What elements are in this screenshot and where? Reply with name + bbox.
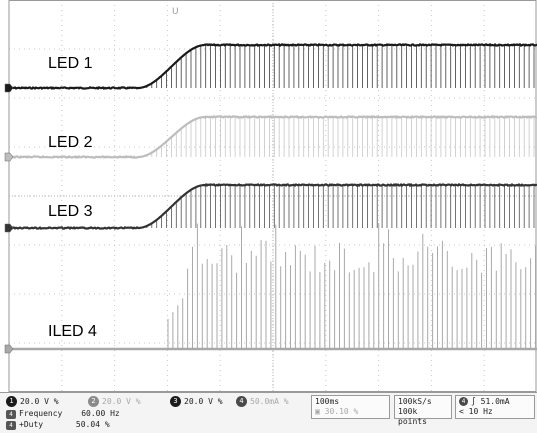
ground-marker-ch2 xyxy=(4,152,14,162)
ground-marker-ch3 xyxy=(4,223,14,233)
measurement-value: 60.00 Hz xyxy=(81,409,120,418)
timebase-readout[interactable]: 100ms ▣ 30.10 % xyxy=(311,395,390,419)
channel-3-coupling: % xyxy=(217,397,223,406)
trace-label-led2: LED 2 xyxy=(48,134,93,151)
trigger-level-value: 51.0mA xyxy=(480,397,510,406)
trigger-position-icon: ▣ xyxy=(315,407,325,416)
trace-label-iled4: ILED 4 xyxy=(48,323,97,340)
channel-1-coupling: % xyxy=(53,397,59,406)
channel-2-icon: 2 xyxy=(88,396,99,407)
channel-3-readout[interactable]: 3 20.0 V % xyxy=(170,396,223,408)
channel-2-scale: 20.0 V xyxy=(102,397,131,406)
channel-4-scale: 50.0mA xyxy=(250,397,279,406)
trace-led3-pulses xyxy=(141,185,535,228)
trace-led1 xyxy=(8,42,537,91)
channel-2-coupling: % xyxy=(135,397,141,406)
measurement-duty[interactable]: 4 +Duty 50.04 % xyxy=(6,420,110,430)
channel-3-scale: 20.0 V xyxy=(184,397,213,406)
channel-1-icon: 1 xyxy=(6,396,17,407)
trigger-frequency-value: < 10 Hz xyxy=(459,407,493,416)
trace-led2 xyxy=(7,114,537,159)
channel-1-scale: 20.0 V xyxy=(20,397,49,406)
channel-1-readout[interactable]: 1 20.0 V % xyxy=(6,396,59,408)
trace-label-led1: LED 1 xyxy=(48,55,93,72)
trace-led1-pulses xyxy=(141,45,535,88)
sample-rate-value: 100kS/s xyxy=(398,397,432,406)
trace-led2-pulses xyxy=(141,117,535,157)
channel-2-readout[interactable]: 2 20.0 V % xyxy=(88,396,141,408)
status-bar: 1 20.0 V % 2 20.0 V % 3 20.0 V % 4 50.0mA % … xyxy=(0,392,537,433)
graticule-border xyxy=(8,0,537,392)
acquisition-readout[interactable]: 100kS/s 100k points xyxy=(394,395,452,426)
channel-4-coupling: % xyxy=(283,397,289,406)
ground-marker-ch4 xyxy=(4,344,14,354)
trace-led3 xyxy=(8,182,537,230)
waveform-traces xyxy=(7,42,537,351)
trigger-readout[interactable]: 4 ∫ 51.0mA < 10 Hz xyxy=(455,395,535,419)
measurement-channel-icon: 4 xyxy=(6,421,16,430)
measurement-value: 50.04 % xyxy=(75,420,110,429)
measurement-frequency[interactable]: 4 Frequency 60.00 Hz xyxy=(6,409,120,419)
measurement-name: Frequency xyxy=(19,409,63,418)
measurement-channel-icon: 4 xyxy=(6,410,16,419)
channel-4-icon: 4 xyxy=(236,396,247,407)
trigger-slope-icon: ∫ xyxy=(471,397,476,406)
trigger-position-marker[interactable]: U xyxy=(172,7,179,17)
timebase-value: 100ms xyxy=(315,397,340,406)
trace-label-led3: LED 3 xyxy=(48,203,93,220)
channel-4-readout[interactable]: 4 50.0mA % xyxy=(236,396,289,408)
trigger-position-value: ▣ 30.10 % xyxy=(315,407,359,416)
ground-markers xyxy=(4,83,14,354)
waveform-screen: U LED 1 LED 2 LED 3 ILED 4 xyxy=(4,0,537,392)
ground-marker-ch1 xyxy=(4,83,14,93)
channel-3-icon: 3 xyxy=(170,396,181,407)
trigger-channel-icon: 4 xyxy=(459,397,468,406)
measurement-name: +Duty xyxy=(19,420,44,429)
record-length-value: 100k points xyxy=(398,407,427,426)
